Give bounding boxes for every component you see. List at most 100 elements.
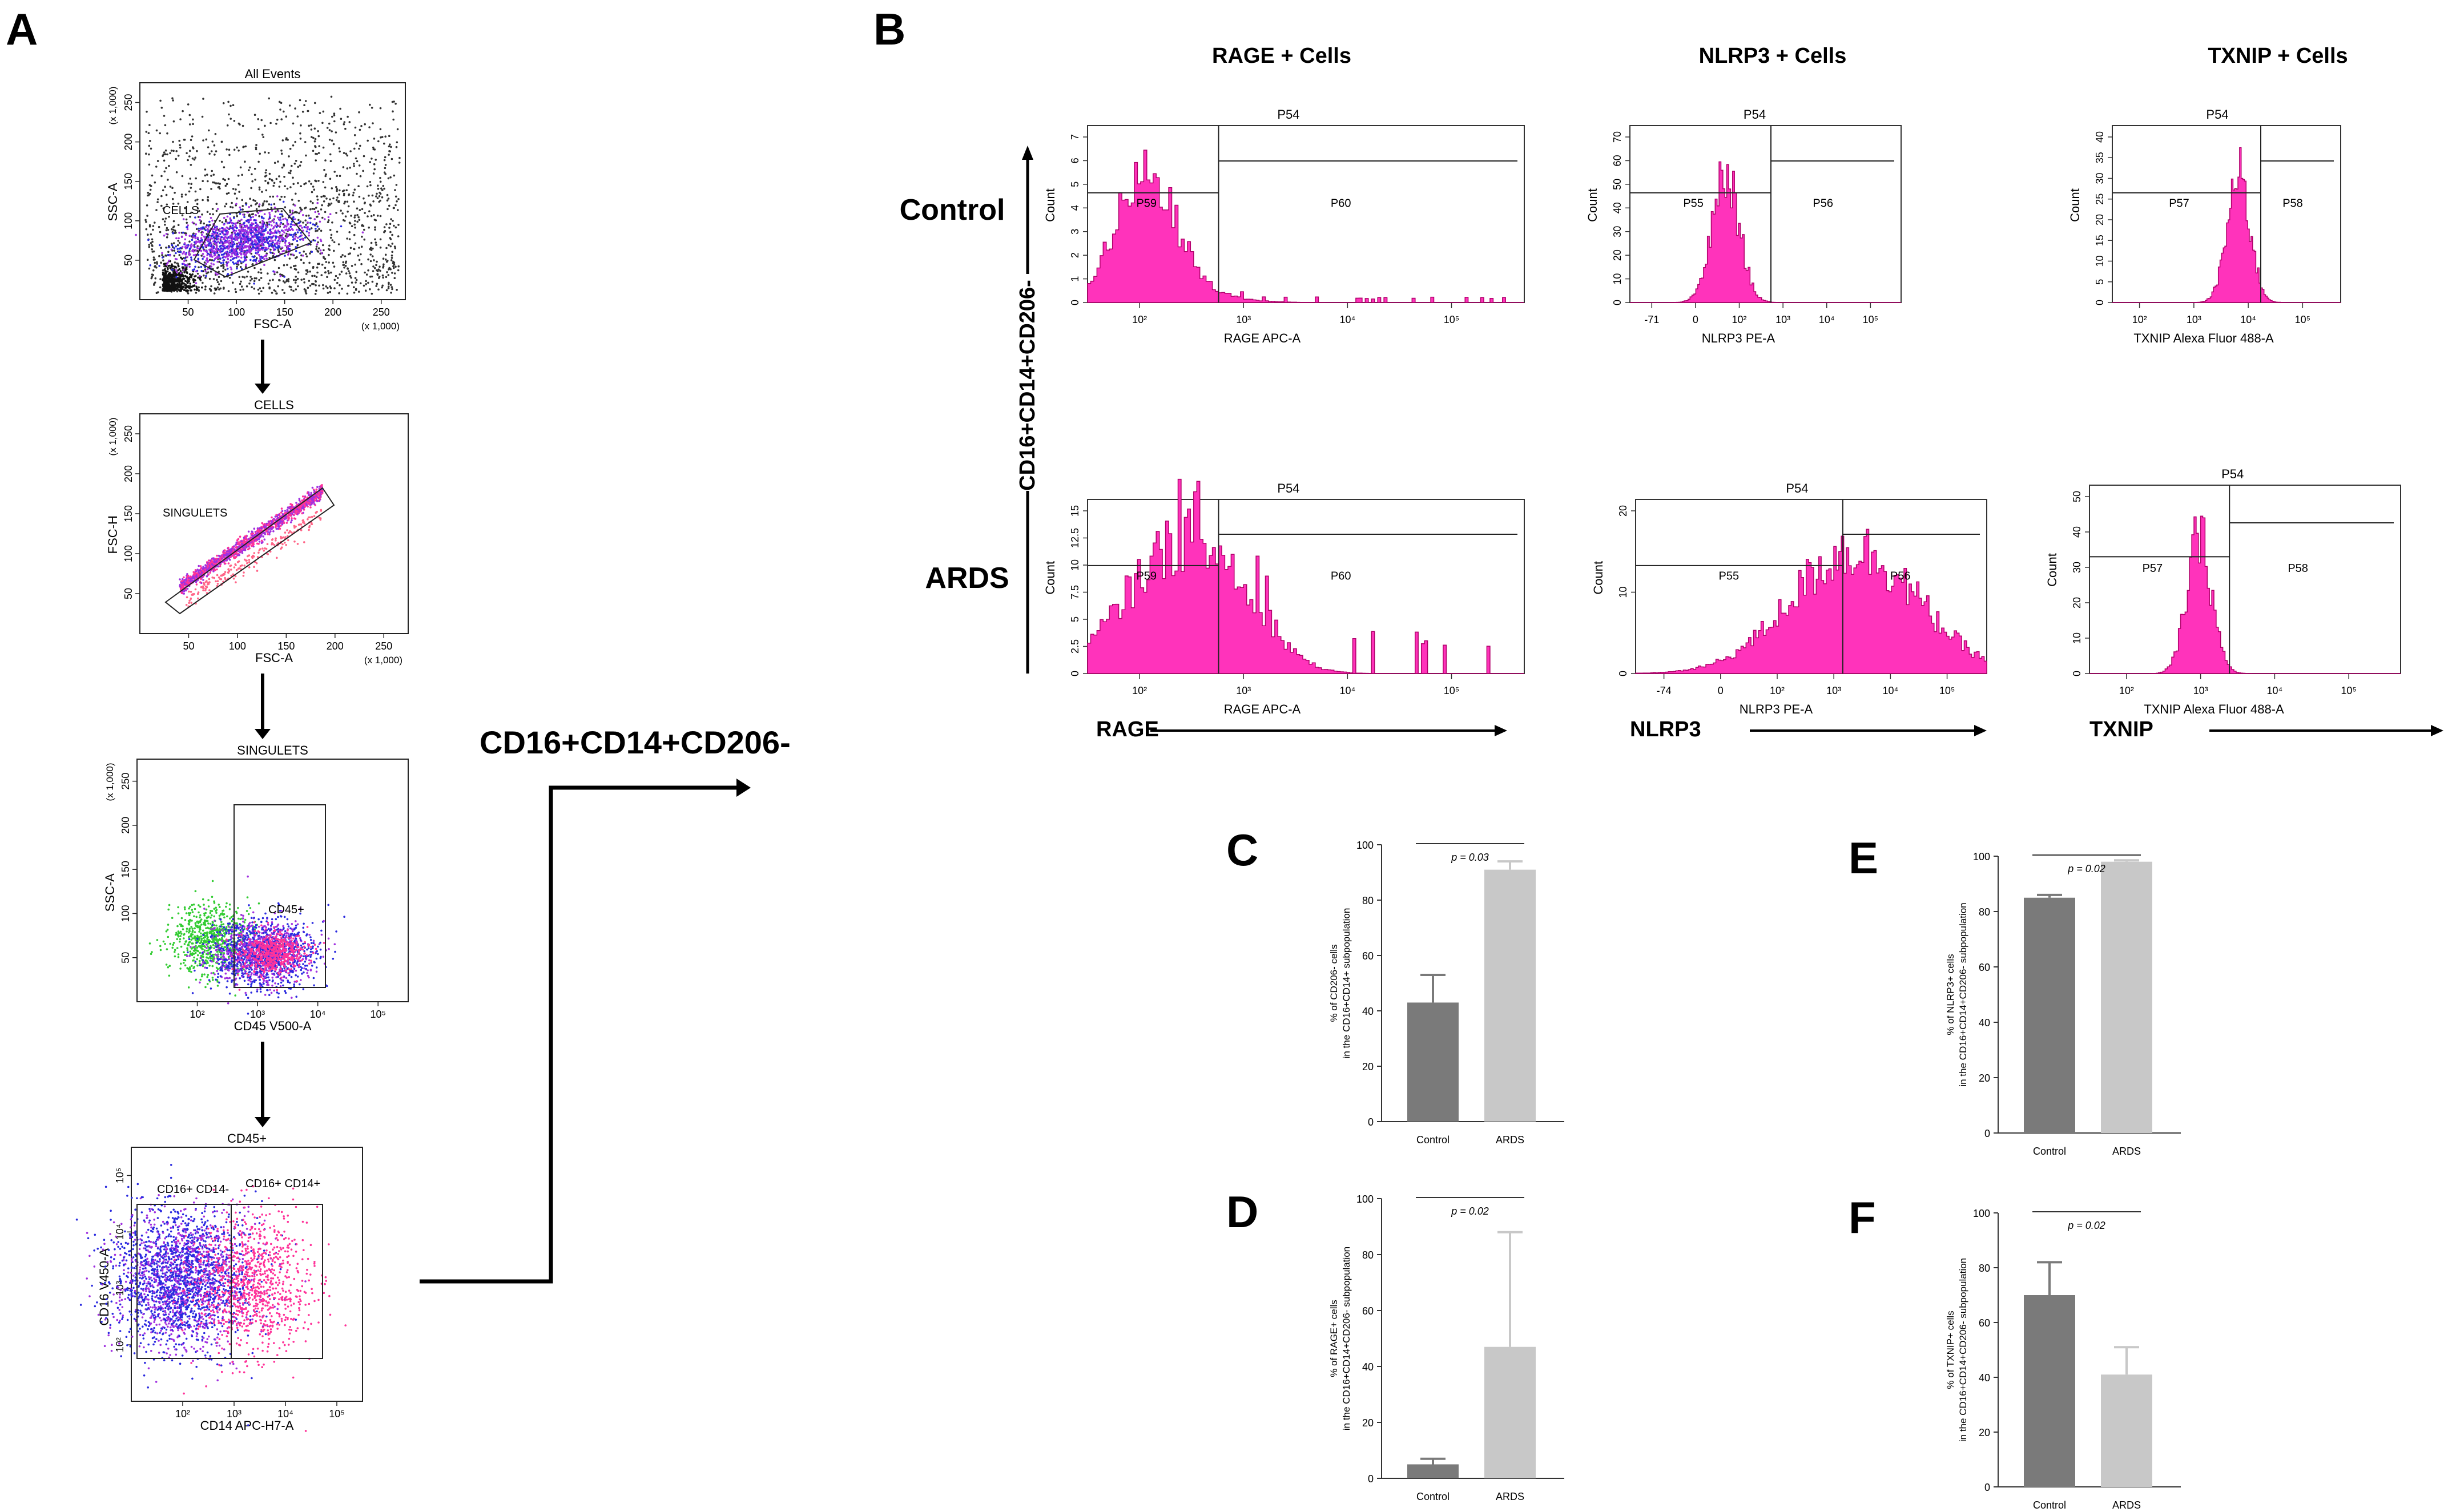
scatter-dot bbox=[154, 265, 156, 268]
scatter-dot bbox=[320, 485, 323, 487]
scatter-dot bbox=[366, 185, 369, 188]
scatter-dot bbox=[324, 257, 327, 260]
scatter-dot bbox=[354, 126, 357, 129]
scatter-dot bbox=[383, 142, 385, 145]
scatter-dot bbox=[238, 276, 241, 279]
scatter-dot bbox=[231, 201, 233, 204]
scatter-dot bbox=[223, 217, 226, 219]
scatter-dot bbox=[204, 589, 207, 592]
scatter-dot bbox=[294, 232, 297, 235]
scatter-dot bbox=[375, 159, 377, 161]
scatter-dot bbox=[239, 543, 241, 546]
scatter-dot bbox=[215, 248, 218, 251]
y-tick-label: 100 bbox=[120, 905, 131, 922]
scatter-dot bbox=[386, 193, 389, 196]
scatter-dot bbox=[358, 259, 361, 261]
scatter-dot bbox=[344, 215, 347, 218]
scatter-dot bbox=[185, 259, 188, 262]
scatter-dot bbox=[215, 288, 218, 291]
scatter-dot bbox=[285, 236, 288, 239]
scatter-dot bbox=[216, 255, 219, 258]
scatter-dot bbox=[211, 237, 214, 240]
scatter-dot bbox=[284, 244, 287, 247]
scatter-dot bbox=[327, 219, 330, 221]
scatter-dot bbox=[273, 221, 275, 224]
scatter-dot bbox=[161, 252, 163, 255]
scatter-dot bbox=[204, 276, 207, 279]
scatter-dot bbox=[280, 547, 282, 550]
scatter-dot bbox=[198, 565, 200, 567]
scatter-dot bbox=[299, 221, 301, 224]
scatter-dot bbox=[397, 235, 400, 237]
scatter-dot bbox=[381, 136, 384, 138]
scatter-dot bbox=[371, 275, 373, 278]
scatter-dot bbox=[230, 235, 232, 238]
scatter-dot bbox=[175, 171, 178, 174]
scatter-dot bbox=[311, 136, 313, 138]
scatter-dot bbox=[252, 227, 255, 229]
y-unit-label: (x 1,000) bbox=[107, 86, 118, 124]
scatter-dot bbox=[196, 207, 199, 210]
scatter-dot bbox=[160, 195, 163, 197]
scatter-dot bbox=[361, 231, 364, 234]
scatter-dot bbox=[317, 247, 320, 249]
scatter-dot bbox=[281, 518, 284, 521]
scatter-dot bbox=[311, 191, 313, 193]
x-tick-label: 200 bbox=[324, 307, 341, 318]
scatter-dot bbox=[289, 266, 292, 269]
scatter-dot bbox=[235, 581, 237, 583]
scatter-dot bbox=[273, 215, 276, 217]
scatter-dot bbox=[279, 527, 281, 530]
scatter-dot bbox=[180, 236, 183, 239]
scatter-dot bbox=[178, 289, 180, 291]
scatter-dot bbox=[243, 216, 245, 219]
scatter-dot bbox=[262, 287, 265, 289]
scatter-dot bbox=[272, 184, 275, 187]
scatter-dot bbox=[343, 266, 345, 269]
scatter-dot bbox=[222, 261, 224, 264]
scatter-dot bbox=[265, 169, 268, 172]
scatter-dot bbox=[341, 288, 343, 290]
x-tick-label: 250 bbox=[373, 307, 390, 318]
scatter-dot bbox=[162, 269, 164, 272]
scatter-dot bbox=[243, 246, 245, 248]
scatter-dot bbox=[251, 277, 253, 280]
scatter-dot bbox=[355, 142, 358, 145]
scatter-dot bbox=[308, 234, 310, 237]
scatter-dot bbox=[289, 211, 292, 213]
scatter-dot bbox=[294, 218, 296, 220]
scatter-dot bbox=[212, 213, 215, 216]
scatter-dot bbox=[390, 254, 393, 257]
scatter-dot bbox=[245, 545, 247, 547]
scatter-dot bbox=[217, 235, 219, 237]
scatter-dot bbox=[289, 506, 292, 508]
scatter-dot bbox=[320, 229, 323, 232]
scatter-dot bbox=[135, 233, 137, 236]
scatter-dot bbox=[195, 583, 198, 586]
scatter-dot bbox=[178, 237, 180, 240]
scatter-dot bbox=[258, 186, 261, 189]
scatter-dot bbox=[371, 255, 374, 257]
scatter-dot bbox=[375, 244, 377, 246]
scatter-dot bbox=[270, 207, 273, 209]
scatter-dot bbox=[190, 245, 192, 248]
scatter-dot bbox=[243, 549, 245, 551]
scatter-dot bbox=[343, 264, 345, 266]
scatter-dot bbox=[226, 245, 228, 248]
scatter-dot bbox=[284, 531, 287, 534]
scatter-dot bbox=[188, 123, 191, 126]
scatter-dot bbox=[235, 222, 237, 224]
scatter-dot bbox=[158, 255, 160, 257]
scatter-dot bbox=[220, 140, 223, 143]
scatter-dot bbox=[210, 289, 212, 291]
scatter-dot bbox=[278, 243, 281, 245]
scatter-dot bbox=[159, 286, 162, 289]
scatter-dot bbox=[159, 132, 162, 135]
scatter-dot bbox=[309, 252, 311, 255]
scatter-dot bbox=[216, 286, 219, 289]
scatter-dot bbox=[384, 167, 386, 170]
scatter-dot bbox=[308, 529, 310, 531]
scatter-dot bbox=[397, 198, 400, 200]
scatter-dot bbox=[278, 100, 281, 103]
